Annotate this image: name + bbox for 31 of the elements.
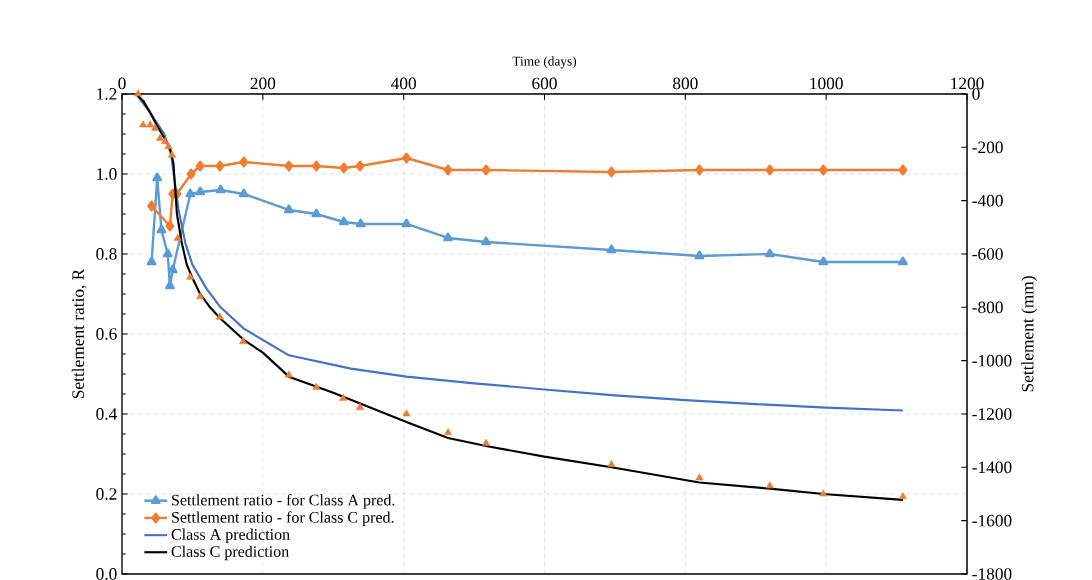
y-tick-label: 1.0 — [97, 168, 117, 180]
y2-tick-label: -1200 — [972, 408, 1012, 420]
x-tick-label: 1000 — [810, 77, 843, 90]
y-tick-label: 0.6 — [96, 328, 117, 340]
y2-tick-label: -200 — [972, 141, 1003, 154]
legend-label: Class C prediction — [171, 545, 289, 561]
x-tick-label: 1200 — [951, 77, 984, 90]
legend-label: Class A prediction — [171, 528, 290, 544]
y-tick-label: 1.2 — [97, 88, 117, 100]
y2-tick-label: -1600 — [972, 514, 1012, 527]
x-tick-label: 200 — [250, 77, 276, 90]
x-tick-label: 800 — [673, 77, 698, 90]
x-tick-label: 600 — [532, 77, 557, 90]
y2-tick-label: 0 — [972, 88, 980, 100]
y2-tick-label: -1800 — [972, 568, 1012, 580]
y-axis-title: Settlement ratio, R — [71, 268, 87, 399]
legend-label: Settlement ratio - for Class C pred. — [172, 511, 394, 526]
y2-tick-label: -1000 — [972, 354, 1012, 367]
y-tick-label: 0.0 — [96, 568, 117, 580]
y2-tick-label: -1400 — [972, 461, 1012, 474]
y2-axis-title: Settlement (mm) — [1021, 276, 1038, 392]
y2-tick-label: -800 — [972, 301, 1003, 314]
x-axis-title: Time (days) — [512, 56, 577, 69]
y2-tick-label: -400 — [972, 194, 1003, 207]
y2-tick-label: -600 — [972, 248, 1003, 260]
x-tick-label: 400 — [391, 77, 417, 90]
x-tick-label: 0 — [118, 77, 126, 90]
y-tick-label: 0.2 — [96, 488, 117, 500]
y-tick-label: 0.4 — [96, 408, 118, 420]
y-tick-label: 0.8 — [96, 248, 117, 260]
legend-label: Settlement ratio - for Class A pred. — [172, 494, 395, 509]
